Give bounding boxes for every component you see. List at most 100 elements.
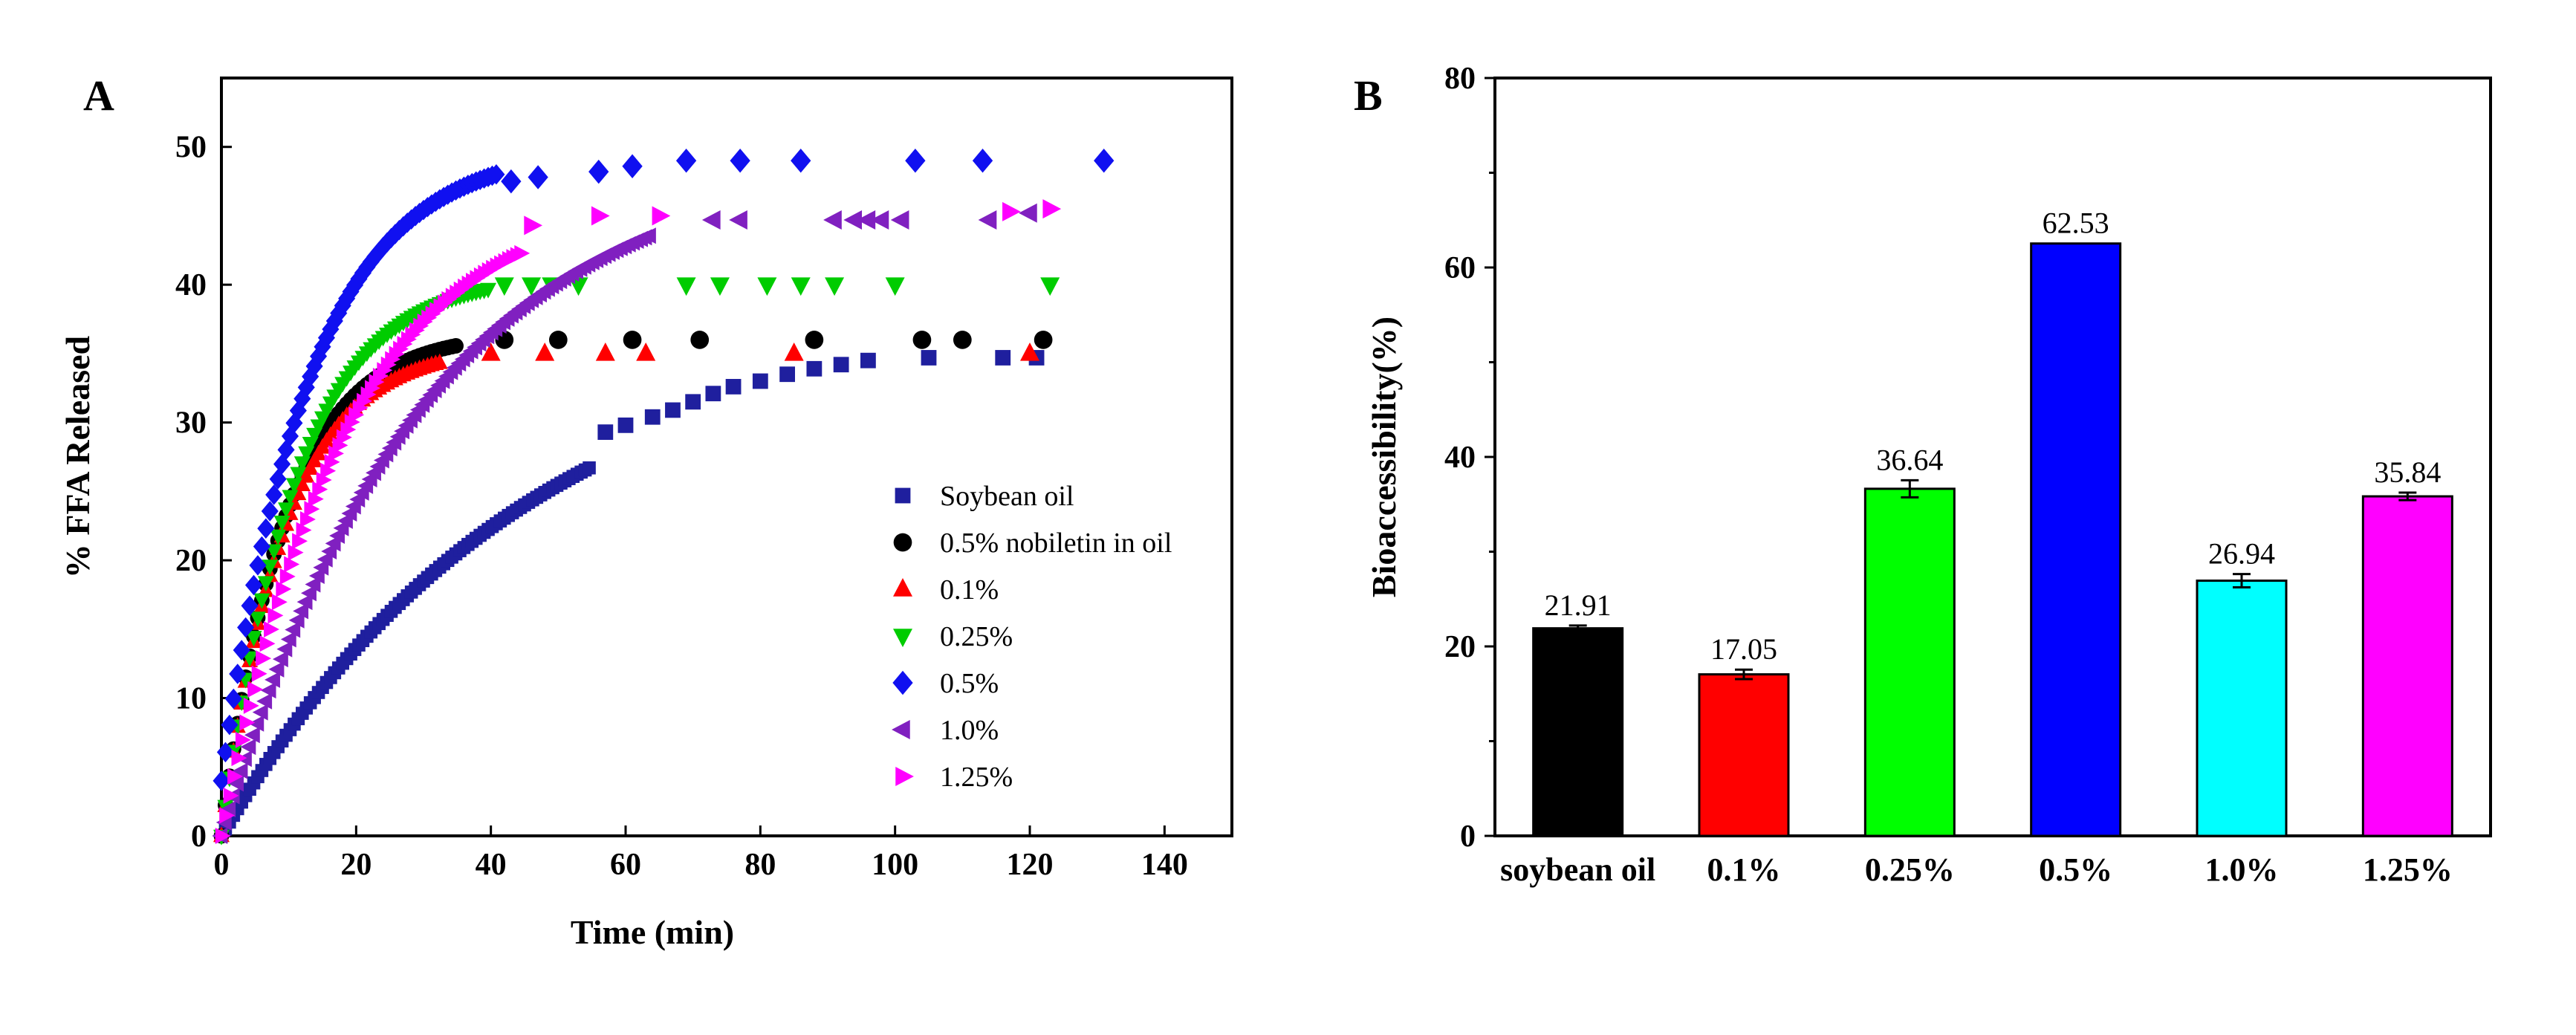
y-tick-label: 20: [1444, 630, 1476, 664]
category-label: soybean oil: [1500, 851, 1655, 888]
y-tick-label: 60: [1444, 251, 1476, 285]
data-point: [256, 692, 273, 710]
data-point: [652, 206, 671, 226]
data-point: [595, 342, 615, 361]
legend-marker: [893, 629, 912, 647]
data-point: [358, 256, 376, 278]
panel-a-legend: Soybean oil 0.5% nobiletin in oil 0.1% 0.25…: [892, 481, 1172, 793]
category-label: 1.25%: [2363, 851, 2453, 888]
data-point: [665, 402, 681, 418]
legend-label: Soybean oil: [940, 481, 1074, 512]
bar: [2361, 495, 2453, 837]
legend-label: 0.1%: [940, 574, 999, 606]
data-point: [1034, 331, 1053, 349]
data-point: [292, 533, 308, 550]
data-point: [252, 704, 268, 721]
bar: [1698, 673, 1790, 837]
data-point: [304, 501, 320, 518]
data-point: [548, 331, 568, 349]
data-point: [583, 461, 596, 475]
data-point: [701, 210, 721, 230]
data-point: [752, 373, 768, 389]
data-point: [514, 244, 531, 262]
data-point: [272, 651, 288, 668]
data-point: [324, 453, 340, 470]
data-point: [243, 697, 259, 714]
data-point: [276, 640, 293, 658]
data-point: [227, 768, 243, 785]
bar: [1863, 487, 1956, 837]
panel-b-ticks: 0 20 40 60 80: [1444, 62, 1495, 854]
data-point: [1040, 277, 1060, 296]
x-tick-label: 120: [1007, 848, 1054, 882]
data-point: [528, 165, 548, 189]
data-point: [622, 154, 643, 178]
data-point: [221, 714, 239, 736]
data-point: [308, 490, 324, 507]
series-1: [213, 331, 1053, 844]
legend-label: 0.25%: [940, 621, 1013, 652]
panel-a-plot-frame: [220, 77, 1233, 837]
panel-b-plot-frame: [1493, 77, 2492, 837]
bar: [2196, 580, 2288, 837]
data-point: [305, 356, 323, 377]
data-point: [256, 650, 272, 667]
data-point: [265, 544, 282, 560]
data-point: [288, 611, 305, 629]
data-point: [215, 828, 231, 844]
data-point: [857, 210, 876, 230]
y-tick-label: 20: [175, 544, 207, 578]
legend-marker: [893, 533, 912, 552]
panel-b-bar-chart: B 0 20 40 60 80 21.91 soybean oil 17.05 0.1% 36.…: [1354, 62, 2492, 888]
data-point: [791, 277, 811, 296]
data-point: [296, 522, 312, 539]
data-point: [336, 429, 352, 446]
x-tick-label: 80: [744, 848, 776, 882]
legend-label: 0.5% nobiletin in oil: [940, 528, 1172, 559]
data-point: [348, 406, 365, 424]
data-point: [494, 277, 514, 296]
data-point: [289, 400, 307, 421]
panel-a-ticks: 0 20 40 60 80 100 120 140 0 10 20 30 40 50: [175, 131, 1188, 882]
series-4: [212, 149, 1115, 791]
data-point: [298, 467, 315, 483]
data-point: [823, 210, 842, 230]
data-point: [617, 417, 634, 433]
y-tick-label: 0: [1460, 820, 1476, 854]
bar-value-label: 36.64: [1876, 443, 1943, 476]
data-point: [228, 775, 244, 792]
data-point: [257, 518, 275, 539]
data-point: [354, 262, 372, 284]
data-point: [248, 715, 265, 732]
series-0: [215, 350, 1045, 843]
data-point: [332, 437, 348, 454]
data-point: [233, 640, 250, 661]
data-point: [644, 409, 661, 425]
data-point: [320, 462, 337, 479]
data-point: [588, 159, 609, 184]
data-point: [241, 595, 259, 617]
data-point: [690, 331, 710, 349]
data-point: [912, 331, 932, 349]
data-point: [487, 163, 505, 185]
x-tick-label: 60: [610, 848, 641, 882]
data-point: [293, 476, 311, 492]
bar-value-label: 21.91: [1545, 588, 1612, 622]
data-point: [328, 445, 344, 462]
data-point: [224, 688, 242, 710]
data-point: [978, 210, 997, 230]
data-point: [299, 511, 316, 528]
data-point: [352, 399, 369, 416]
data-point: [1042, 199, 1062, 219]
data-point: [249, 611, 266, 628]
series-6: [215, 199, 1062, 844]
data-point: [710, 277, 730, 296]
data-point: [223, 787, 239, 804]
data-point: [312, 481, 328, 498]
data-point: [481, 342, 501, 361]
data-point: [257, 576, 274, 592]
data-point: [448, 338, 464, 354]
panel-a-y-axis-title: % FFA Released: [59, 335, 97, 578]
data-point: [260, 682, 276, 699]
data-point: [293, 603, 309, 620]
